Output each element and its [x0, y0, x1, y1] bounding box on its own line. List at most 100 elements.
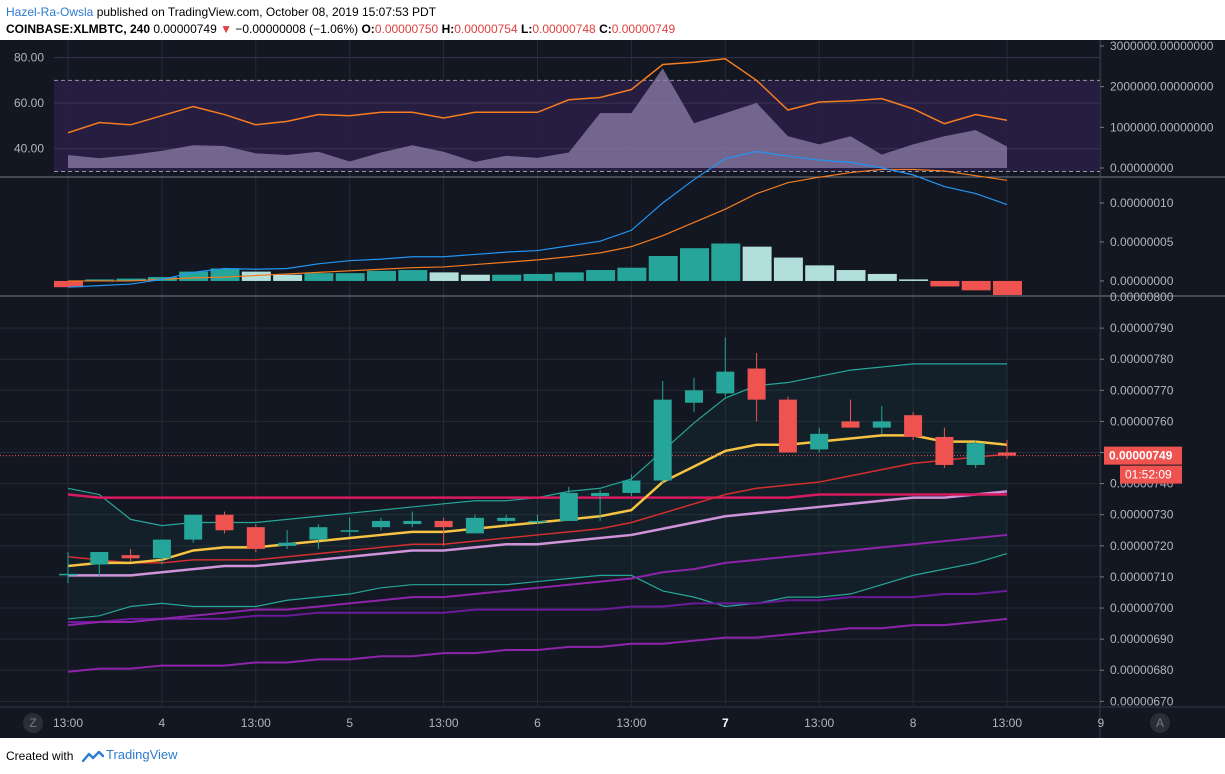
zoom-reset-button[interactable]	[23, 713, 43, 733]
candle-body	[309, 527, 328, 540]
author-link[interactable]: Hazel-Ra-Owsla	[6, 5, 94, 19]
macd-tick-label: 0.00000010	[1110, 196, 1174, 210]
candle-body	[59, 573, 77, 576]
auto-scale-label: A	[1156, 716, 1164, 730]
moving-average-line	[67, 493, 1007, 499]
moving-average-line	[67, 617, 1008, 673]
moving-average-line	[68, 589, 1008, 624]
time-tick-label: 9	[1098, 716, 1105, 730]
macd-histogram-bar	[554, 272, 584, 281]
time-tick-label: 13:00	[616, 716, 646, 730]
candle-body	[434, 520, 453, 528]
moving-average-line	[67, 533, 1008, 627]
time-tick-label: 7	[722, 716, 729, 730]
candle-body	[340, 530, 359, 532]
candle-body	[935, 436, 954, 465]
candle-body	[841, 421, 860, 428]
time-tick-label: 13:00	[429, 716, 459, 730]
price-tick-label: 0.00000680	[1110, 663, 1174, 677]
candle-body	[685, 390, 703, 403]
candle-body	[559, 492, 578, 521]
bollinger-lower-line	[67, 553, 1008, 620]
macd-histogram-bar	[711, 243, 741, 281]
macd-histogram-bar	[429, 272, 459, 281]
macd-histogram-bar	[304, 273, 334, 281]
candle-body	[998, 452, 1016, 456]
macd-tick-label: 0.00000000	[1110, 274, 1174, 288]
low-value: 0.00000748	[532, 22, 596, 36]
close-label: C:	[599, 22, 612, 36]
macd-histogram-bar	[241, 271, 271, 281]
candle-body	[372, 520, 390, 528]
publish-line: Hazel-Ra-Owsla published on TradingView.…	[6, 5, 436, 19]
price-tick-label: 0.00000670	[1110, 694, 1174, 708]
last-price-tag	[1104, 446, 1182, 465]
candle-body	[90, 552, 109, 565]
candle-body	[653, 399, 672, 481]
volume-tick-label: 1000000.00000000	[1110, 120, 1214, 134]
tradingview-logo-icon	[82, 750, 104, 763]
volume-tick-label: 0.00000000	[1110, 161, 1174, 175]
macd-histogram-bar	[836, 270, 866, 281]
low-label: L:	[520, 22, 533, 36]
candle-body	[716, 371, 735, 394]
created-with-text: Created with	[6, 749, 74, 763]
candle-body	[184, 514, 203, 540]
price-tick-label: 0.00000700	[1110, 601, 1174, 615]
macd-histogram-bar	[523, 273, 553, 281]
zoom-reset-label: Z	[29, 716, 36, 730]
macd-histogram-bar	[867, 273, 897, 281]
time-tick-label: 8	[910, 716, 917, 730]
tradingview-brand[interactable]: TradingView	[106, 747, 178, 762]
chart-area[interactable]: 80.00 60.00 40.00 3000000.00000000 2000000.0…	[0, 40, 1225, 738]
candle-body	[904, 415, 923, 437]
published-text: published on TradingView.com, October 08…	[96, 5, 437, 19]
auto-scale-button[interactable]	[1150, 713, 1170, 733]
candle-body	[152, 539, 171, 559]
macd-histogram-bar	[742, 246, 772, 281]
macd-tick-label: 0.00000005	[1110, 235, 1174, 249]
macd-histogram-bar	[930, 280, 960, 287]
candle-body	[966, 443, 985, 465]
ohlc-line: COINBASE:XLMBTC, 240 0.00000749 ▼ −0.000…	[6, 22, 675, 36]
chart-header: Hazel-Ra-Owsla published on TradingView.…	[0, 0, 1225, 40]
candle-body	[747, 368, 766, 400]
price-tick-label: 0.00000690	[1110, 632, 1174, 646]
candle-body	[622, 480, 641, 493]
candle-body	[121, 555, 140, 559]
price-tick-label: 0.00000800	[1110, 290, 1174, 304]
candle-body	[278, 542, 297, 546]
symbol-label: COINBASE:XLMBTC, 240	[6, 22, 151, 36]
chart-canvas[interactable]: 80.00 60.00 40.00 3000000.00000000 2000000.0…	[0, 40, 1225, 738]
high-value: 0.00000754	[454, 22, 518, 36]
macd-histogram-bar	[367, 270, 396, 281]
high-label: H:	[441, 22, 455, 36]
rsi-tick-label: 80.00	[14, 51, 44, 65]
last-price: 0.00000749	[153, 22, 217, 36]
candle-body	[591, 492, 610, 497]
macd-histogram-bar	[805, 265, 835, 281]
moving-average-line	[67, 453, 1008, 564]
candle-body	[497, 517, 516, 521]
macd-histogram-bar	[492, 274, 522, 281]
price-tick-label: 0.00000770	[1110, 383, 1174, 397]
price-tick-label: 0.00000790	[1110, 321, 1174, 335]
countdown-tag-label: 01:52:09	[1125, 468, 1172, 482]
macd-histogram-bar	[210, 268, 240, 281]
moving-average-line	[68, 490, 1008, 577]
open-value: 0.00000750	[374, 22, 439, 36]
candle-body	[778, 399, 797, 453]
macd-histogram-bar	[179, 271, 209, 281]
volume-area	[68, 68, 1007, 168]
macd-histogram-bar	[773, 257, 803, 281]
macd-histogram-bar	[116, 278, 146, 281]
rsi-tick-label: 60.00	[14, 96, 44, 110]
time-tick-label: 13:00	[53, 716, 83, 730]
candle-body	[465, 517, 484, 534]
macd-histogram-bar	[993, 280, 1022, 295]
rsi-tick-label: 40.00	[14, 142, 44, 156]
macd-line	[67, 150, 1008, 288]
macd-histogram-bar	[273, 274, 303, 281]
volume-tick-label: 2000000.00000000	[1110, 80, 1214, 94]
time-tick-label: 4	[159, 716, 166, 730]
